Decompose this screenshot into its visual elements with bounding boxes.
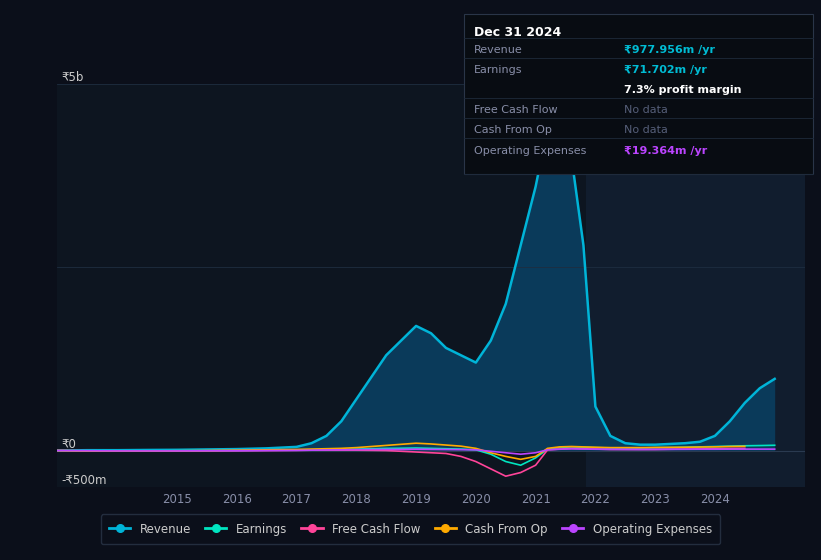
Text: ₹0: ₹0	[62, 437, 76, 451]
Text: 7.3% profit margin: 7.3% profit margin	[624, 85, 741, 95]
Text: Free Cash Flow: Free Cash Flow	[474, 105, 557, 115]
Text: Earnings: Earnings	[474, 65, 522, 75]
Text: ₹977.956m /yr: ₹977.956m /yr	[624, 45, 715, 55]
Text: Revenue: Revenue	[474, 45, 522, 55]
Text: No data: No data	[624, 125, 667, 136]
Text: ₹5b: ₹5b	[62, 71, 84, 84]
Text: Cash From Op: Cash From Op	[474, 125, 552, 136]
Bar	[586, 84, 805, 487]
Text: ₹71.702m /yr: ₹71.702m /yr	[624, 65, 707, 75]
Legend: Revenue, Earnings, Free Cash Flow, Cash From Op, Operating Expenses: Revenue, Earnings, Free Cash Flow, Cash …	[101, 515, 720, 544]
Text: Operating Expenses: Operating Expenses	[474, 146, 586, 156]
Text: ₹19.364m /yr: ₹19.364m /yr	[624, 146, 707, 156]
Text: -₹500m: -₹500m	[62, 474, 107, 487]
Text: Dec 31 2024: Dec 31 2024	[474, 26, 561, 39]
Text: No data: No data	[624, 105, 667, 115]
